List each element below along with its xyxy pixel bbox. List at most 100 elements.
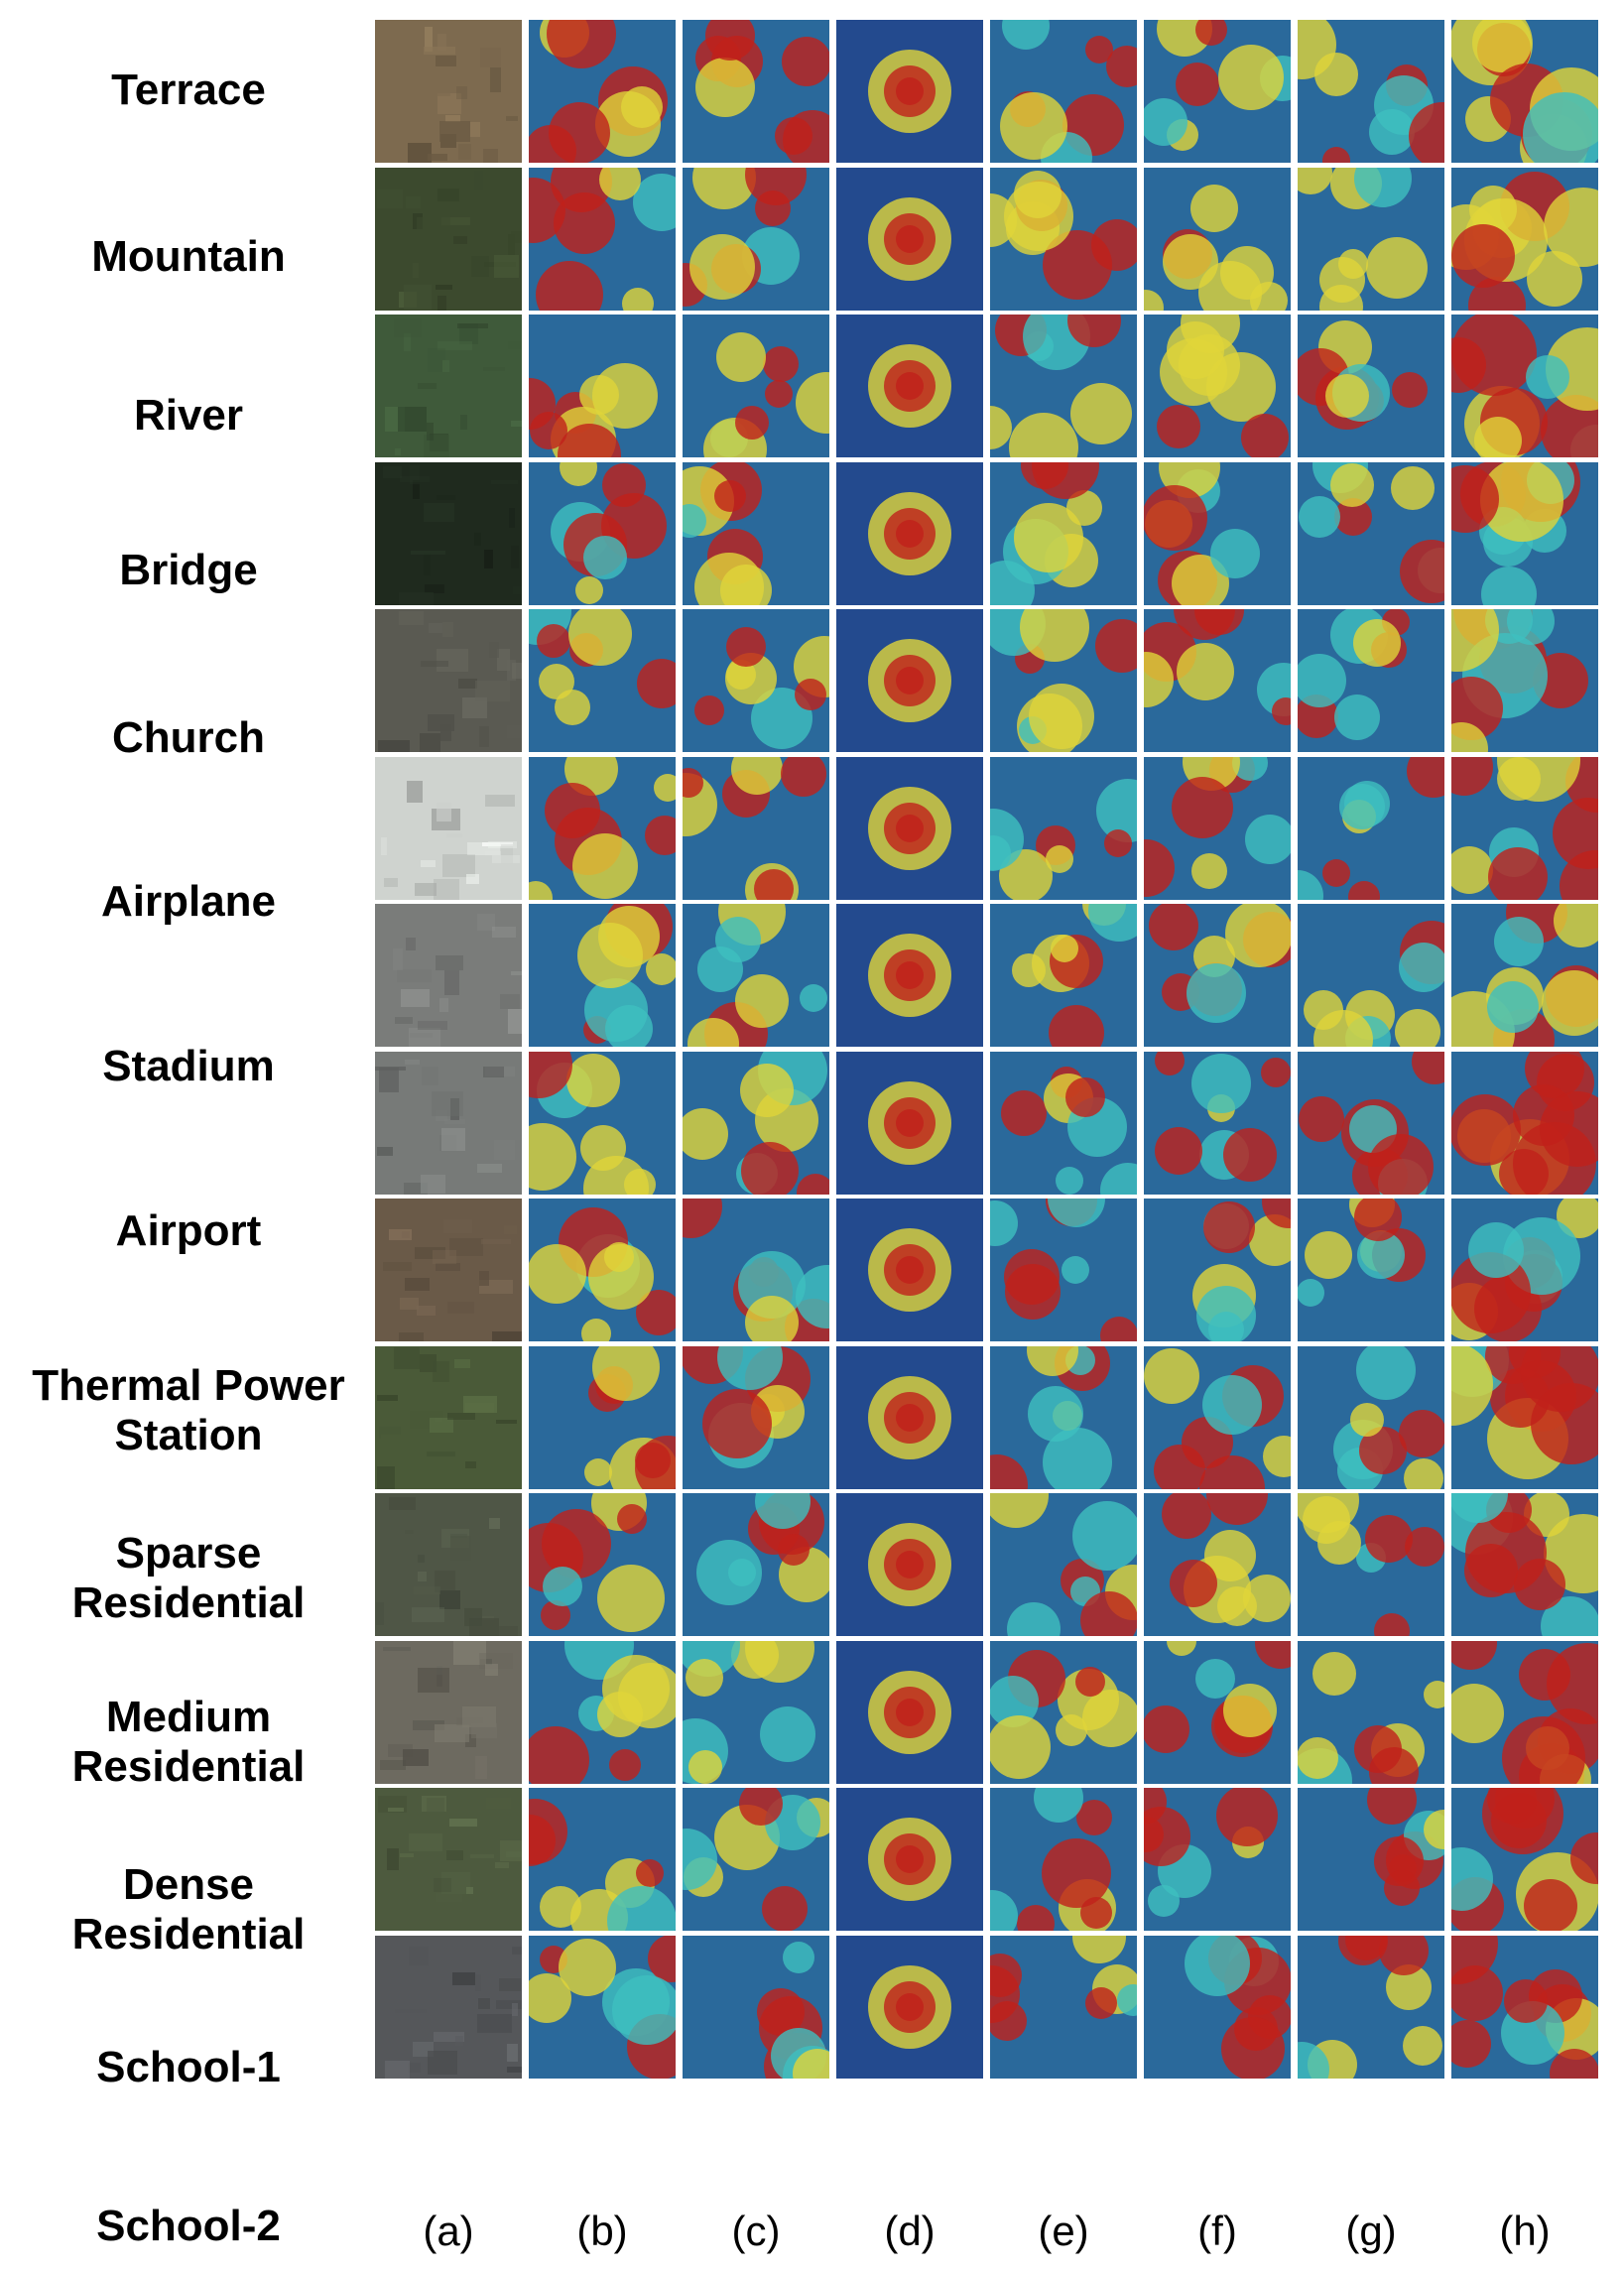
heat-blob bbox=[715, 917, 761, 962]
heat-blob bbox=[1262, 1199, 1291, 1228]
heat-blob bbox=[1392, 372, 1428, 408]
texture-patch bbox=[389, 1229, 412, 1240]
heat-blob bbox=[1144, 652, 1174, 707]
texture-patch bbox=[393, 948, 403, 970]
heat-blob bbox=[1195, 20, 1227, 46]
heat-blob bbox=[654, 774, 676, 802]
heat-blob bbox=[1043, 230, 1112, 300]
satellite-photo bbox=[375, 1052, 522, 1195]
heatmap-tile bbox=[681, 1197, 831, 1343]
heatmap-tile bbox=[681, 313, 831, 459]
heat-blob bbox=[1167, 321, 1224, 379]
texture-patch bbox=[456, 86, 467, 99]
heat-blob bbox=[1144, 1348, 1199, 1404]
texture-patch bbox=[420, 1354, 437, 1372]
texture-patch bbox=[492, 855, 520, 863]
heat-blob bbox=[1451, 846, 1493, 894]
texture-patch bbox=[449, 1819, 477, 1827]
heatmap-tile bbox=[834, 166, 985, 313]
texture-patch bbox=[444, 970, 459, 995]
heatmap-tile bbox=[834, 1197, 985, 1343]
texture-patch bbox=[458, 679, 477, 689]
heat-blob bbox=[1527, 251, 1582, 307]
heatmap-tile bbox=[1142, 166, 1293, 313]
heatmap-overlay bbox=[683, 1493, 829, 1636]
satellite-photo bbox=[375, 1936, 522, 2079]
heat-blob bbox=[1190, 185, 1238, 232]
texture-patch bbox=[413, 480, 420, 499]
texture-patch bbox=[506, 116, 518, 121]
heatmap-overlay bbox=[990, 1936, 1137, 2079]
heat-blob bbox=[1451, 757, 1493, 796]
row-label: School-1 bbox=[96, 2043, 281, 2091]
heat-blob bbox=[800, 984, 827, 1012]
texture-patch bbox=[434, 1878, 451, 1892]
heatmap-tile bbox=[988, 902, 1139, 1049]
heat-blob bbox=[714, 480, 746, 512]
texture-patch bbox=[437, 189, 459, 201]
heatmap-overlay bbox=[1144, 1788, 1291, 1931]
satellite-image bbox=[373, 902, 524, 1049]
texture-patch bbox=[434, 879, 459, 900]
heat-blob bbox=[617, 1504, 647, 1534]
heatmap-overlay bbox=[683, 168, 829, 311]
heat-blob bbox=[1191, 853, 1227, 889]
heat-blob bbox=[687, 1018, 739, 1047]
heatmap-tile bbox=[834, 460, 985, 607]
texture-patch bbox=[441, 217, 470, 225]
row-label: Dense Residential bbox=[71, 1860, 306, 1958]
heat-blob bbox=[1096, 779, 1137, 842]
heatmap-overlay bbox=[529, 609, 676, 752]
row-label: Bridge bbox=[119, 546, 258, 594]
heat-blob bbox=[1482, 1788, 1563, 1854]
heatmap-overlay bbox=[1298, 315, 1444, 457]
texture-patch bbox=[430, 1418, 453, 1433]
heatmap-tile bbox=[681, 166, 831, 313]
heat-blob bbox=[633, 174, 676, 231]
texture-patch bbox=[471, 1723, 497, 1738]
heat-blob bbox=[1374, 1613, 1410, 1636]
heat-blob bbox=[1232, 757, 1268, 781]
heatmap-overlay bbox=[529, 1788, 676, 1931]
texture-patch bbox=[436, 56, 456, 66]
heat-blob bbox=[1034, 1788, 1083, 1823]
texture-patch bbox=[460, 415, 467, 430]
heat-blob bbox=[1206, 1493, 1268, 1525]
heat-blob bbox=[605, 1005, 653, 1047]
texture-patch bbox=[394, 1347, 420, 1369]
heatmap-overlay bbox=[990, 1641, 1137, 1784]
heat-blob bbox=[1451, 1094, 1521, 1166]
heat-blob bbox=[1202, 1375, 1262, 1435]
heatmap-tile bbox=[988, 1639, 1139, 1786]
texture-patch bbox=[439, 998, 448, 1012]
heat-blob bbox=[990, 1954, 1022, 1997]
heatmap-overlay bbox=[1298, 1493, 1444, 1636]
texture-patch bbox=[407, 781, 423, 803]
heat-blob bbox=[896, 1404, 924, 1432]
heat-blob bbox=[592, 1346, 660, 1401]
texture-patch bbox=[405, 1278, 430, 1291]
heat-blob bbox=[1399, 1410, 1444, 1457]
texture-patch bbox=[494, 1626, 518, 1636]
heatmap-tile bbox=[681, 1786, 831, 1933]
heatmap-overlay bbox=[990, 757, 1137, 900]
heat-blob bbox=[1298, 1737, 1338, 1779]
heatmap-tile bbox=[681, 607, 831, 754]
texture-patch bbox=[466, 874, 479, 884]
texture-patch bbox=[496, 1420, 517, 1424]
heatmap-overlay bbox=[836, 315, 983, 457]
texture-patch bbox=[481, 1239, 511, 1244]
texture-patch bbox=[437, 495, 455, 500]
texture-patch bbox=[433, 1250, 456, 1264]
heatmap-overlay bbox=[683, 315, 829, 457]
heatmap-overlay bbox=[529, 1199, 676, 1341]
heatmap-tile bbox=[527, 166, 678, 313]
heatmap-overlay bbox=[836, 757, 983, 900]
heat-blob bbox=[1155, 1127, 1202, 1175]
heat-blob bbox=[1085, 36, 1113, 63]
heat-blob bbox=[529, 881, 553, 900]
texture-patch bbox=[447, 1413, 475, 1420]
row-label: Airport bbox=[115, 1206, 262, 1255]
texture-patch bbox=[443, 1219, 472, 1233]
heatmap-overlay bbox=[990, 1199, 1137, 1341]
